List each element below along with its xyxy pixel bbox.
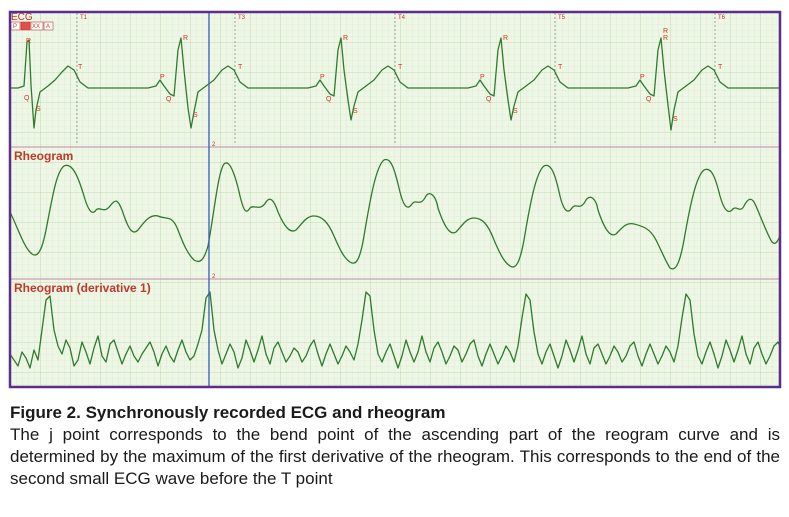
wave-label-p5: P [640,74,645,81]
wave-label-q1: Q [24,95,30,102]
wave-label-r5: R [663,35,668,42]
beat-marker-t6: T6 [718,15,726,21]
wave-label-q3: Q [326,96,332,103]
wave-label-r6: R [663,28,668,35]
wave-label-r4: R [503,35,508,42]
beat-marker-t4: T4 [398,15,406,21]
beat-marker-lines [76,13,716,145]
toolbar-button-marker[interactable] [20,21,31,31]
wave-label-t3: T [238,64,243,71]
toolbar-button-a[interactable]: A [43,21,54,31]
figure-caption: Figure 2. Synchronously recorded ECG and… [10,402,780,490]
beat-marker-t1: T1 [80,15,88,21]
wave-label-r1: R [26,38,31,45]
grid-major [10,12,780,387]
derivative-label: Rheogram (derivative 1) [14,281,151,295]
derivative-trace [9,291,781,369]
svg-text:P: P [13,24,17,30]
rheogram-trace [9,158,781,270]
beat-marker-t3: T3 [238,15,246,21]
wave-label-t1: T [78,64,83,71]
beat-marker-t5: T5 [558,15,566,21]
wave-label-s2: S [193,112,198,119]
figure: T1 T3 T4 T5 T6 R T Q S R P Q S R T P Q S… [8,10,782,389]
ecg-wave-labels: R T Q S R P Q S R T P Q S R T P Q S R T … [24,28,723,123]
caption-text: The j point corresponds to the bend poin… [10,425,780,488]
wave-label-t4: T [398,64,403,71]
toolbar-button-p[interactable]: P [10,21,21,31]
panel-number-rheogram: 2 [212,142,216,148]
svg-text:XX: XX [32,24,40,30]
wave-label-p3: P [320,74,325,81]
ecg-title: ECG [11,12,33,23]
wave-label-p4: P [480,74,485,81]
toolbar-button-xx[interactable]: XX [30,21,44,31]
wave-label-s4: S [513,108,518,115]
wave-label-p2: P [160,74,165,81]
ecg-trace [10,37,780,131]
svg-text:A: A [46,24,50,30]
wave-label-s5: S [673,116,678,123]
panel-number-derivative: 2 [212,274,216,280]
signal-display: T1 T3 T4 T5 T6 R T Q S R P Q S R T P Q S… [8,10,782,389]
wave-label-r3: R [343,35,348,42]
wave-label-s3: S [353,108,358,115]
wave-label-r2: R [183,35,188,42]
figure-frame [8,10,782,389]
wave-label-q4: Q [486,96,492,103]
rheogram-label: Rheogram [14,149,73,163]
beat-marker-labels: T1 T3 T4 T5 T6 [80,15,726,21]
wave-label-t6: T [718,64,723,71]
wave-label-s1: S [36,106,41,113]
caption-title: Figure 2. Synchronously recorded ECG and… [10,403,446,422]
ecg-toolbar: ECG P XX A [10,12,54,31]
wave-label-q2: Q [166,96,172,103]
wave-label-t5: T [558,64,563,71]
wave-label-q5: Q [646,96,652,103]
